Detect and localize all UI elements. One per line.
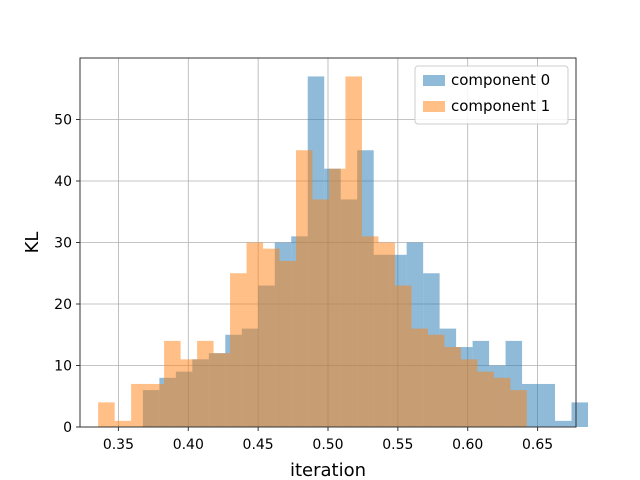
series-1-bar	[312, 199, 329, 427]
series-1-bar	[427, 334, 445, 427]
series-1-bar	[147, 383, 165, 427]
y-tick-label: 10	[54, 359, 72, 375]
series-1-bar	[296, 150, 313, 427]
series-1-bar	[246, 242, 264, 427]
series-1-bar	[98, 402, 115, 427]
x-tick-label: 0.35	[103, 437, 134, 453]
series-1-bar	[230, 273, 247, 427]
y-tick-label: 40	[54, 174, 72, 190]
legend-label: component 0	[451, 71, 550, 89]
series-1-bar	[361, 236, 379, 427]
series-1-bar	[279, 260, 297, 427]
series-1-bar	[444, 347, 461, 427]
series-1-bar	[411, 328, 428, 427]
x-tick-label: 0.65	[522, 437, 553, 453]
series-1-bar	[378, 242, 395, 427]
series-1-bar	[197, 340, 214, 427]
series-1-bar	[460, 359, 478, 427]
series-1-bar	[213, 353, 231, 427]
series-0-bar	[571, 402, 589, 427]
series-1-bar	[164, 340, 181, 427]
series-1-bar	[493, 377, 511, 427]
y-tick-label: 20	[54, 297, 72, 313]
legend-label: component 1	[451, 97, 550, 115]
series-1-bar	[345, 76, 362, 427]
series-0-bar	[555, 420, 572, 427]
x-tick-label: 0.55	[382, 437, 413, 453]
y-axis-label: KL	[22, 232, 43, 254]
series-1-bar	[131, 383, 148, 427]
x-axis-label: iteration	[290, 460, 366, 480]
series-1-bar	[180, 359, 198, 427]
x-tick-label: 0.50	[312, 437, 343, 453]
series-1-bar	[477, 371, 494, 427]
x-tick-label: 0.40	[173, 437, 204, 453]
legend-swatch	[423, 101, 445, 112]
x-tick-label: 0.45	[243, 437, 274, 453]
axis-ticks: 0.35 0.40 0.45 0.50 0.55 0.60 0.65 0 10 20 30 40 50	[54, 113, 553, 454]
y-tick-label: 0	[63, 420, 72, 436]
histogram-bars	[98, 76, 589, 427]
series-1-bar	[394, 285, 412, 427]
legend: component 0 component 1	[414, 65, 569, 125]
series-1-bar	[263, 248, 280, 427]
series-1-bar	[114, 420, 132, 427]
x-tick-label: 0.60	[452, 437, 483, 453]
series-1-bar	[510, 390, 527, 427]
series-0-bar	[538, 383, 556, 427]
y-tick-label: 30	[54, 236, 72, 252]
legend-box	[414, 65, 569, 125]
series-1-bar	[328, 168, 346, 427]
y-tick-label: 50	[54, 113, 72, 129]
legend-swatch	[423, 75, 445, 86]
